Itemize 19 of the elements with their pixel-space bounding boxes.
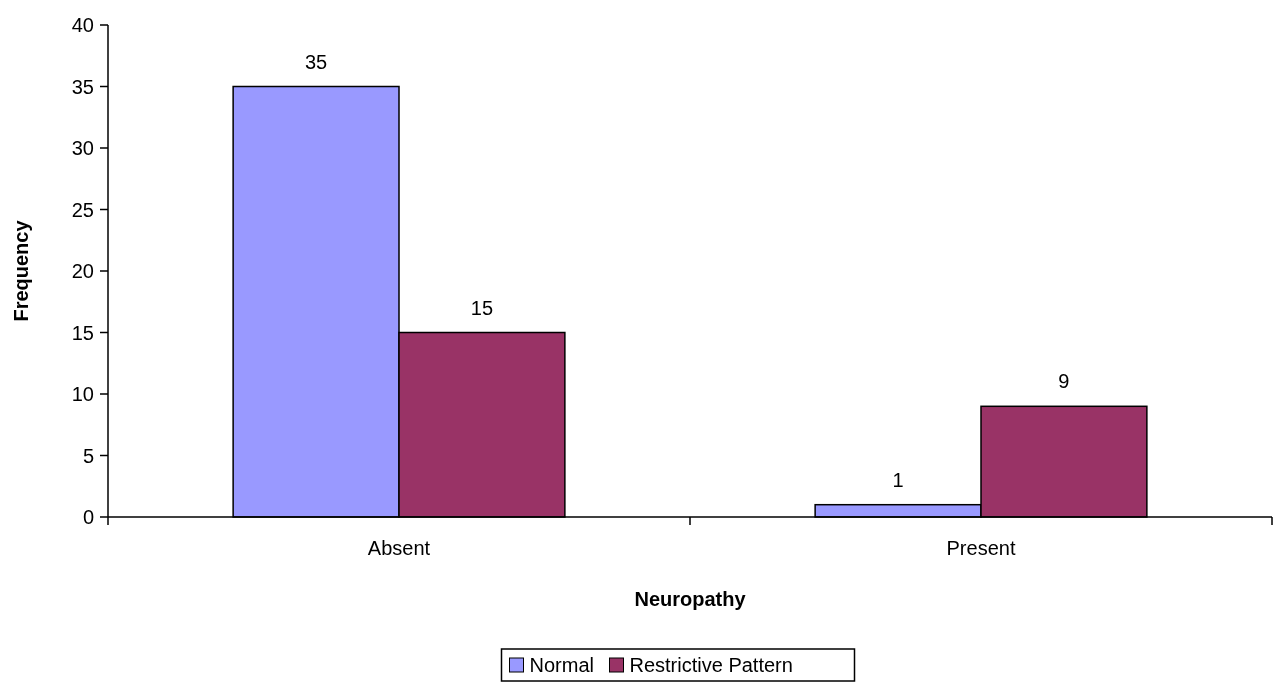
data-label: 9 (1058, 370, 1070, 393)
y-tick-label: 10 (71, 383, 94, 405)
x-axis-title: Neuropathy (634, 588, 747, 610)
y-tick-label: 35 (71, 75, 94, 98)
data-label: 35 (304, 50, 328, 73)
y-tick-label: 25 (71, 198, 94, 221)
x-tick-label: Present (946, 537, 1016, 559)
y-tick-label: 15 (71, 321, 94, 344)
y-tick-label: 40 (71, 14, 94, 36)
y-tick-label: 30 (71, 137, 94, 159)
legend-label: Restrictive Pattern (629, 654, 793, 676)
data-label: 15 (470, 296, 494, 319)
y-tick-label: 0 (82, 506, 94, 528)
y-tick-label: 5 (82, 444, 94, 467)
x-tick-label: Absent (367, 537, 431, 559)
data-label: 1 (892, 468, 904, 491)
y-tick-label: 20 (71, 260, 94, 282)
y-axis-title: Frequency (10, 219, 32, 322)
legend-label: Normal (529, 654, 594, 676)
